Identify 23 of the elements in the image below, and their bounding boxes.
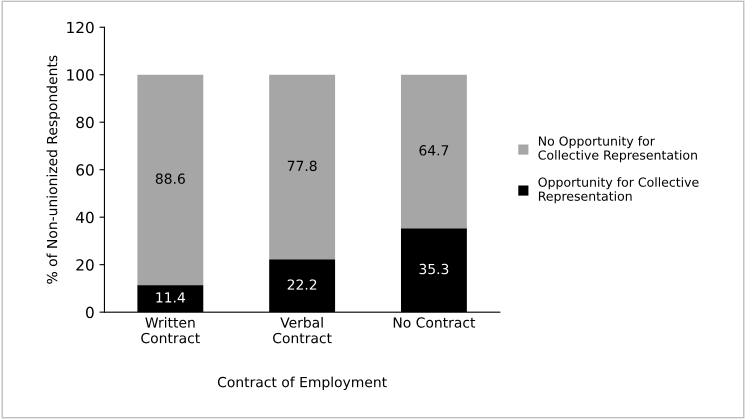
y-axis-title: % of Non-unionized Respondents [46,56,60,284]
y-tick-label: 60 [76,164,94,176]
y-tick-label: 20 [76,259,94,271]
bar [137,74,204,286]
legend-label: No Opportunity for Collective Representation [538,136,697,162]
x-tick-label: No Contract [394,317,476,328]
bar [400,74,467,228]
legend-label: Opportunity for Collective Representation [538,177,699,204]
x-tick-label: Written Contract [141,317,200,344]
data-label: 77.8 [288,160,317,172]
bar [269,74,336,260]
data-label: 22.2 [288,279,316,290]
data-label: 88.6 [156,173,185,184]
y-tick-label: 80 [76,116,94,128]
y-tick-label: 100 [67,69,94,81]
y-tick-label: 120 [67,22,94,34]
data-label: 64.7 [419,145,448,156]
x-axis-title: Contract of Employment [218,376,387,390]
data-label: 11.4 [156,292,186,302]
y-tick-label: 0 [86,306,94,318]
x-tick-label: Verbal Contract [273,317,332,344]
y-tick-label: 40 [76,212,94,224]
data-label: 35.3 [420,264,448,274]
